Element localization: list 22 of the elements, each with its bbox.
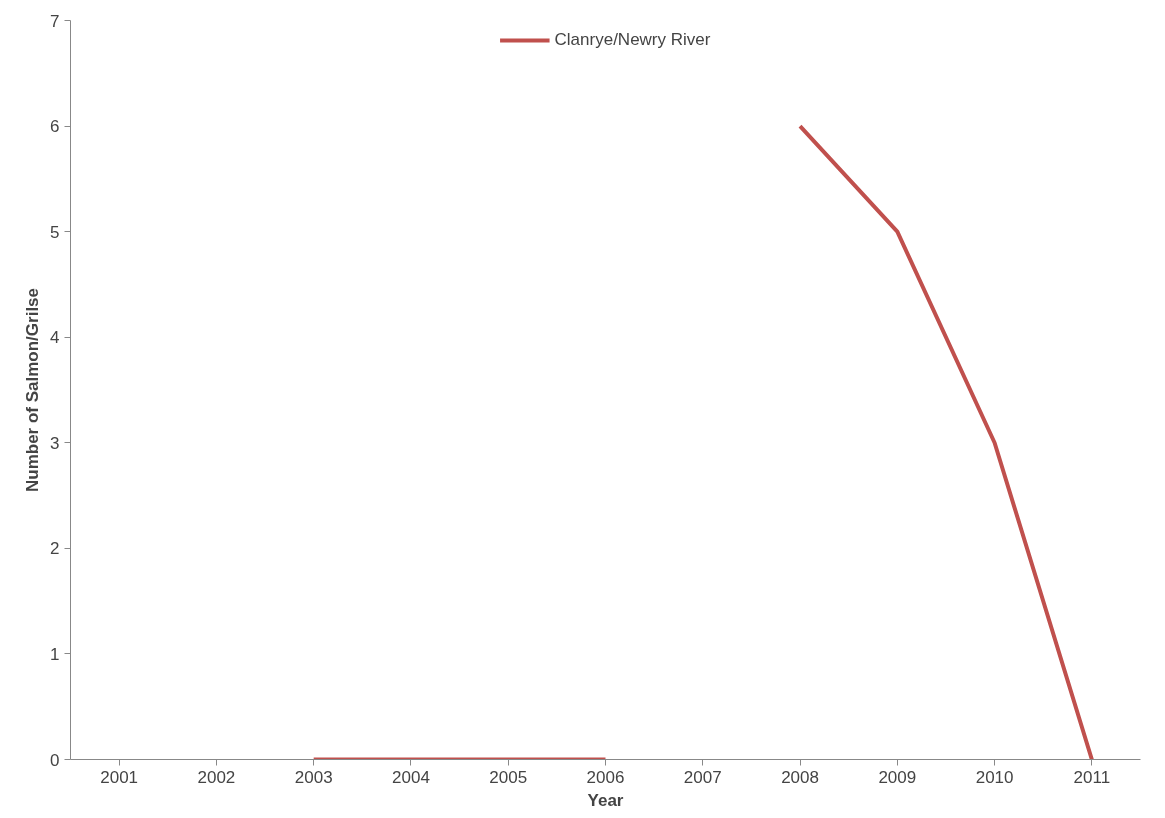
y-axis-title: Number of Salmon/Grilse [23, 287, 43, 493]
x-tick-label: 2011 [1073, 767, 1111, 787]
y-tick-label: 6 [50, 117, 60, 137]
x-tick-label: 2005 [489, 767, 528, 787]
y-tick-label: 0 [50, 750, 60, 770]
x-tick-label: 2003 [294, 767, 333, 787]
y-tick-label: 7 [50, 11, 60, 31]
x-tick-label: 2008 [781, 767, 819, 787]
x-axis-title: Year [587, 790, 624, 810]
x-tick-label: 2010 [975, 767, 1014, 787]
x-tick-label: 2007 [683, 767, 722, 787]
legend-label: Clanrye/Newry River [554, 30, 711, 50]
y-tick-label: 2 [50, 539, 60, 559]
y-tick-label: 4 [50, 328, 60, 348]
x-tick-label: 2001 [100, 767, 139, 787]
y-tick-label: 5 [50, 222, 60, 242]
y-tick-label: 3 [50, 433, 60, 453]
x-tick-label: 2004 [392, 767, 430, 787]
x-tick-label: 2002 [197, 767, 236, 787]
x-tick-label: 2009 [878, 767, 917, 787]
y-tick-label: 1 [50, 644, 60, 664]
x-tick-label: 2006 [586, 767, 625, 787]
